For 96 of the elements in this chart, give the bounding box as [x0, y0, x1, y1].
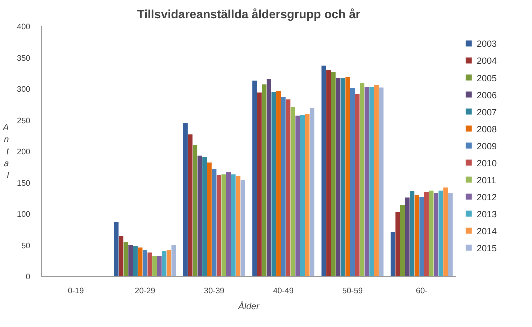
legend-label: 2007 [477, 107, 498, 118]
bar [188, 134, 193, 276]
bar [124, 242, 128, 276]
bar [252, 80, 258, 276]
bar [364, 87, 370, 276]
bar [340, 78, 346, 276]
bar [138, 248, 143, 276]
bar [448, 193, 453, 276]
legend-label: 2012 [477, 192, 498, 202]
bar [128, 245, 134, 276]
bar [400, 205, 406, 276]
y-tick-label: 250 [17, 116, 32, 126]
bar [379, 88, 384, 276]
bar [331, 72, 336, 276]
x-tick-label: 60- [416, 286, 428, 296]
y-tick-label: 350 [17, 54, 32, 63]
bar [222, 174, 226, 276]
bar [360, 83, 365, 276]
y-tick-label: 100 [17, 210, 32, 219]
y-tick-label: 200 [17, 148, 32, 156]
bar [276, 92, 282, 276]
legend-label: 2005 [477, 73, 498, 84]
chart-title: Tillsvidareanställda åldersgrupp och år [137, 8, 361, 22]
x-axis-title: Ålder [237, 302, 261, 312]
bar [410, 192, 415, 276]
legend-label: 2011 [477, 175, 496, 186]
bar [310, 108, 315, 276]
bar [405, 198, 410, 276]
x-tick-label: 30-39 [204, 286, 226, 296]
bar [396, 212, 400, 276]
bar [231, 174, 236, 276]
bar [296, 116, 300, 276]
bar [429, 190, 434, 276]
bar [198, 156, 202, 276]
bar [202, 157, 208, 276]
x-tick-label: 20-29 [135, 286, 156, 296]
y-tick-label: 0 [26, 272, 32, 282]
bar [152, 256, 158, 276]
bar [183, 123, 188, 276]
bar [236, 176, 241, 276]
bar [212, 169, 217, 276]
bar [172, 245, 176, 276]
bar [148, 252, 152, 276]
legend-label: 2013 [477, 209, 498, 220]
bar [290, 107, 296, 276]
y-tick-label: 50 [22, 241, 32, 250]
bar [166, 250, 172, 276]
bar [350, 88, 356, 276]
bar [272, 92, 276, 276]
legend-label: 2008 [477, 124, 498, 134]
bar [434, 193, 439, 276]
bar [438, 190, 444, 276]
bar [355, 94, 360, 276]
bar [286, 100, 291, 276]
bar [207, 162, 212, 276]
legend-label: 2006 [477, 90, 498, 100]
bar [114, 222, 119, 276]
bar [226, 172, 232, 276]
bar [240, 180, 246, 276]
y-tick-label: 150 [17, 178, 32, 188]
bar [326, 70, 332, 276]
bar [424, 192, 429, 276]
bar [157, 256, 162, 276]
bar [257, 92, 262, 276]
bar [162, 252, 167, 276]
bar [370, 87, 374, 276]
bar [262, 84, 267, 276]
bar [281, 97, 286, 276]
bar [374, 85, 379, 276]
bar [266, 79, 272, 276]
x-tick-label: 0-19 [68, 286, 85, 296]
bar [300, 115, 306, 276]
legend-label: 2015 [477, 243, 498, 254]
bar [420, 197, 424, 276]
y-tick-label: 300 [17, 85, 32, 94]
bar [133, 246, 138, 276]
y-tick-label: 400 [17, 22, 32, 32]
y-axis-title: Antal [2, 122, 10, 180]
legend-label: 2009 [477, 141, 498, 152]
bar [444, 188, 448, 276]
bar [305, 114, 310, 276]
bar [142, 250, 148, 276]
bar [390, 232, 396, 276]
bar [322, 66, 326, 276]
bar [216, 175, 222, 276]
x-tick-label: 40-49 [273, 286, 294, 296]
x-tick-label: 50-59 [342, 286, 364, 296]
bar [119, 236, 124, 276]
bar [192, 145, 198, 276]
legend-label: 2003 [477, 39, 498, 50]
legend-label: 2014 [477, 226, 498, 236]
legend-label: 2004 [477, 56, 498, 66]
bar [346, 77, 350, 276]
bar [414, 195, 420, 276]
legend-label: 2010 [477, 158, 498, 168]
bar [336, 78, 341, 276]
